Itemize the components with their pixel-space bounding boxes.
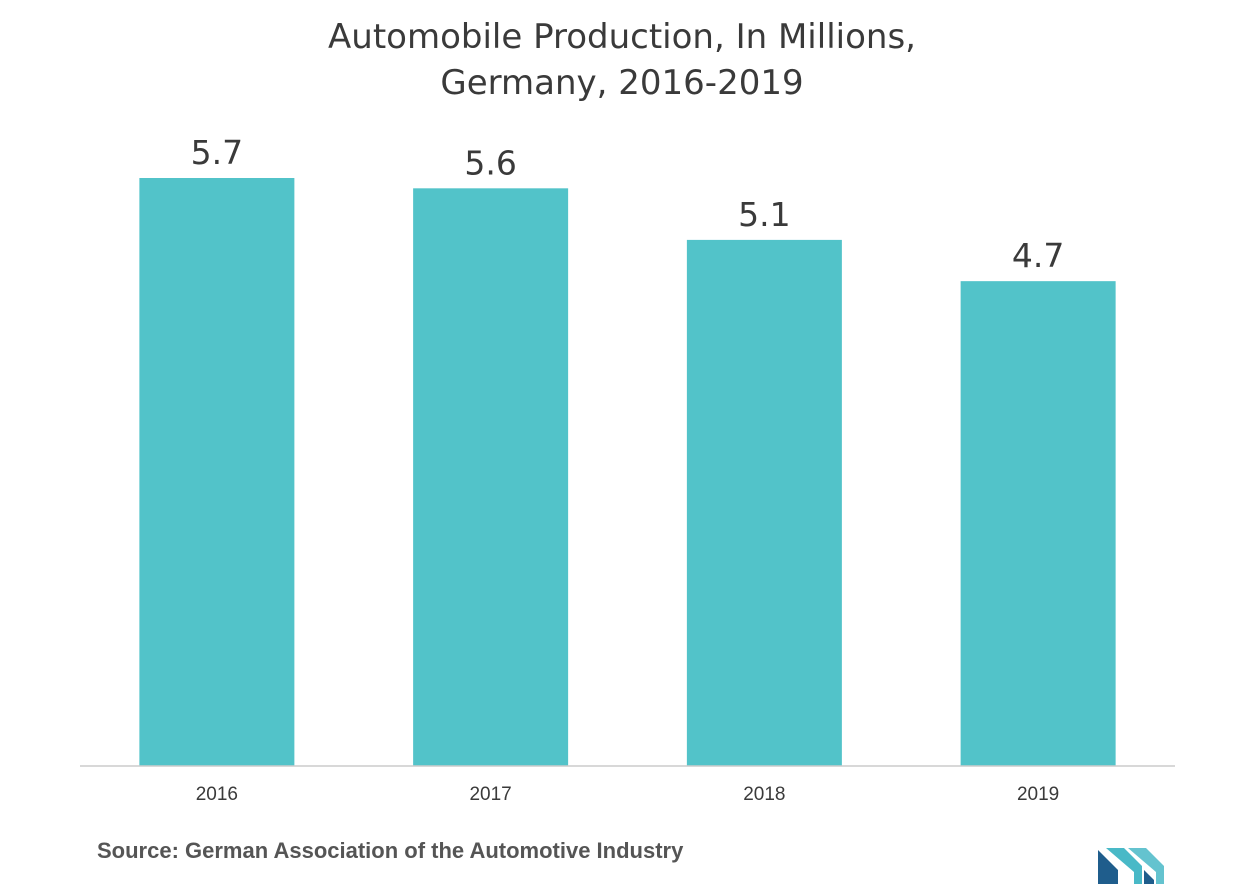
bar-chart: 5.7 5.6 5.1 4.7 2016 2017 2018 2019 xyxy=(80,133,1175,805)
x-tick-label-2019: 2019 xyxy=(1017,784,1059,805)
chart-title-line-1: Automobile Production, In Millions, xyxy=(328,17,916,57)
value-label-2019: 4.7 xyxy=(1012,236,1064,275)
x-tick-labels: 2016 2017 2018 2019 xyxy=(196,784,1060,805)
x-tick-label-2018: 2018 xyxy=(743,784,785,805)
value-label-2016: 5.7 xyxy=(191,133,243,172)
bar-2016 xyxy=(139,178,295,766)
value-labels-layer: 5.7 5.6 5.1 4.7 xyxy=(191,133,1065,275)
chart-title-line-2: Germany, 2016-2019 xyxy=(440,63,804,103)
value-label-2017: 5.6 xyxy=(464,143,516,182)
bar-2017 xyxy=(413,188,569,766)
chart-title: Automobile Production, In Millions, Germ… xyxy=(0,14,1244,106)
source-note: Source: German Association of the Automo… xyxy=(97,838,684,863)
x-tick-label-2016: 2016 xyxy=(196,784,238,805)
value-label-2018: 5.1 xyxy=(738,195,790,234)
x-tick-label-2017: 2017 xyxy=(469,784,511,805)
mordor-intelligence-logo-icon xyxy=(1098,848,1164,884)
bar-2019 xyxy=(960,281,1116,766)
bar-2018 xyxy=(686,239,842,767)
bars-layer xyxy=(139,178,1116,767)
